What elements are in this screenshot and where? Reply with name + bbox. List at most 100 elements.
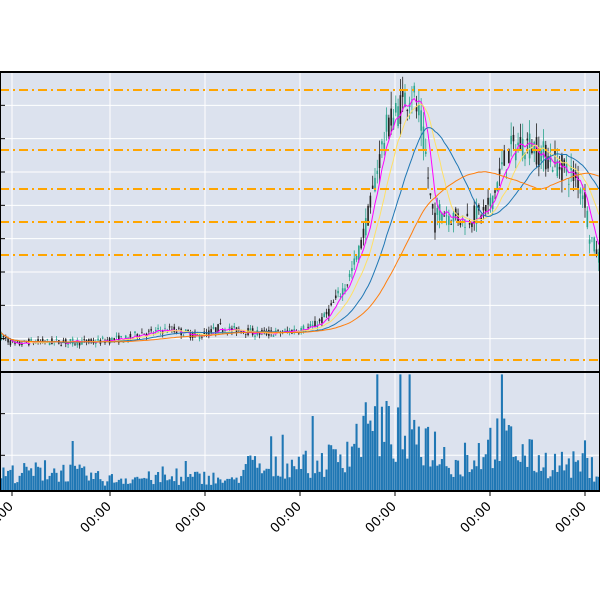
volume-bar xyxy=(76,468,79,491)
volume-bar xyxy=(41,480,44,491)
candle-body xyxy=(302,325,305,333)
candle-body xyxy=(196,334,199,335)
candle-body xyxy=(549,155,552,163)
candle-body xyxy=(94,343,97,344)
candle-body xyxy=(311,324,314,326)
volume-bar xyxy=(560,451,563,491)
candle-body xyxy=(418,104,420,116)
candle-body xyxy=(60,345,62,346)
volume-bar xyxy=(433,431,437,491)
volume-bar xyxy=(579,471,582,491)
candle-body xyxy=(261,329,263,332)
candle-body xyxy=(90,339,92,342)
volume-bar xyxy=(470,469,473,491)
candle-body xyxy=(214,327,217,333)
volume-bar xyxy=(78,464,81,491)
candle-body xyxy=(538,149,540,167)
volume-bar xyxy=(16,482,19,491)
volume-bar xyxy=(247,456,250,491)
volume-bar xyxy=(477,443,480,491)
volume-bar xyxy=(281,434,284,491)
candle-body xyxy=(383,142,386,149)
volume-bar xyxy=(143,477,146,491)
volume-bar xyxy=(487,439,490,491)
volume-bar xyxy=(401,449,404,491)
candle-body xyxy=(184,329,187,332)
candle-body xyxy=(528,133,531,159)
candle-body xyxy=(325,311,328,315)
candle-body xyxy=(577,177,579,189)
volume-bar xyxy=(415,444,418,491)
volume-bar xyxy=(163,474,167,491)
volume-bar xyxy=(18,475,21,491)
x-tick-label: 00:00 xyxy=(0,499,17,536)
volume-bar xyxy=(258,463,261,491)
volume-bar xyxy=(64,481,67,491)
volume-bar xyxy=(67,481,70,491)
candle-body xyxy=(129,333,132,339)
candle-body xyxy=(344,288,346,292)
volume-bar xyxy=(316,460,319,491)
volume-bar xyxy=(110,474,113,491)
volume-bar xyxy=(547,478,550,491)
volume-bar xyxy=(399,374,402,491)
volume-bar xyxy=(535,472,538,491)
candle-body xyxy=(339,296,342,297)
candle-body xyxy=(219,323,222,324)
volume-bar xyxy=(191,476,194,491)
volume-bar xyxy=(288,477,291,491)
volume-bar xyxy=(583,440,587,491)
candle-body xyxy=(554,149,556,156)
volume-bar xyxy=(260,473,263,491)
volume-bar xyxy=(170,476,173,491)
volume-bar xyxy=(175,468,178,491)
volume-bar xyxy=(214,483,217,491)
volume-bar xyxy=(196,471,199,491)
volume-bar xyxy=(588,478,591,491)
volume-bar xyxy=(392,458,395,491)
volume-bar xyxy=(327,444,330,491)
candle-body xyxy=(328,308,330,316)
volume-bar xyxy=(567,458,570,491)
candle-body xyxy=(441,213,443,221)
volume-bar xyxy=(226,478,229,491)
candle-body xyxy=(164,327,166,329)
candle-body xyxy=(422,126,425,150)
volume-bar xyxy=(558,465,561,491)
volume-bar xyxy=(574,461,577,491)
volume-bar xyxy=(83,466,86,491)
candle-body xyxy=(390,108,392,126)
volume-bar xyxy=(307,473,310,491)
volume-bar xyxy=(48,475,51,491)
candle-body xyxy=(399,95,402,124)
candle-body xyxy=(240,330,242,334)
volume-bar xyxy=(302,454,305,491)
volume-bar xyxy=(339,454,342,491)
volume-bar xyxy=(450,474,453,491)
candle-body xyxy=(519,136,522,149)
volume-bar xyxy=(563,470,566,491)
candle-body xyxy=(431,204,434,209)
volume-bar xyxy=(408,374,411,491)
volume-bar xyxy=(528,439,531,491)
volume-bar xyxy=(212,472,215,491)
candle-body xyxy=(118,335,120,343)
volume-bar xyxy=(43,460,47,491)
volume-bar xyxy=(55,472,58,491)
candle-body xyxy=(406,109,409,112)
volume-bar xyxy=(597,476,600,491)
candle-body xyxy=(337,290,339,294)
x-tick-label: 00:00 xyxy=(458,499,495,536)
candle-body xyxy=(584,192,586,208)
volume-bar xyxy=(286,463,289,491)
candle-body xyxy=(542,141,545,158)
volume-bar xyxy=(572,451,575,491)
candle-body xyxy=(595,249,598,256)
volume-bar xyxy=(87,480,90,491)
volume-bar xyxy=(369,420,372,491)
candle-body xyxy=(173,326,176,332)
candle-body xyxy=(514,151,517,161)
volume-bar xyxy=(32,475,35,491)
volume-bar xyxy=(53,468,56,491)
